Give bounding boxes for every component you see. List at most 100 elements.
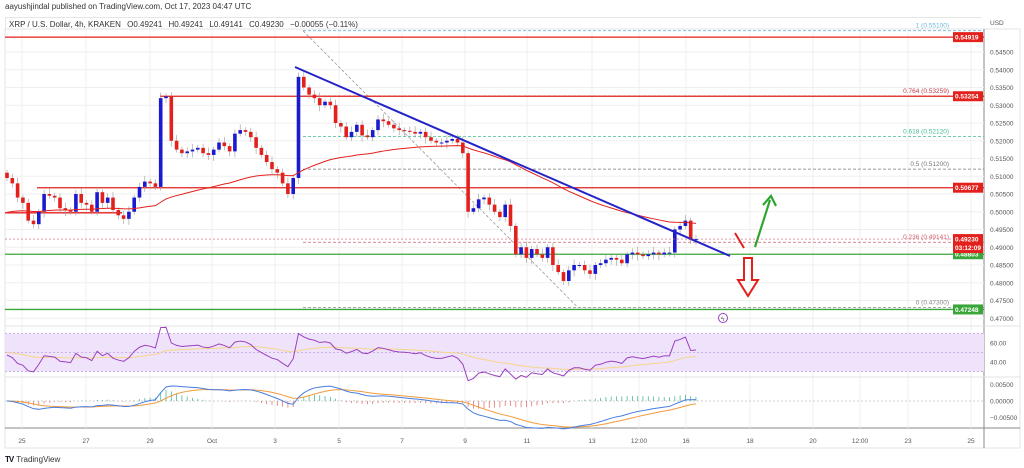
price-axis-label: 0.52000 [990, 138, 1014, 145]
candle-up [577, 265, 582, 266]
candle-up [673, 229, 677, 253]
price-tag [953, 304, 983, 315]
bar-countdown-label: 03:12:09 [955, 245, 981, 252]
candle-down [15, 183, 20, 198]
candle-up [355, 124, 359, 132]
candle-up [683, 220, 688, 226]
price-axis-label: 0.53500 [990, 85, 1014, 92]
time-axis-label: 3 [273, 438, 277, 445]
symbol-name[interactable]: XRP / U.S. Dollar, 4h, KRAKEN [9, 20, 121, 29]
time-axis-label: Oct [207, 438, 217, 445]
candle-up [42, 194, 46, 212]
candle-down [264, 154, 269, 163]
candle-up [630, 252, 635, 255]
candle-down [249, 131, 253, 138]
descending-trendline [294, 66, 731, 257]
candle-up [598, 263, 603, 265]
candle-up [211, 149, 216, 155]
candle-down [10, 178, 15, 184]
time-axis-label: 13 [588, 438, 596, 445]
candle-up [296, 76, 301, 179]
candle-up [529, 249, 534, 258]
candle-down [360, 124, 364, 136]
candle-down [63, 208, 68, 210]
candle-down [111, 197, 115, 210]
candle-up [482, 197, 486, 200]
rsi-line [6, 326, 697, 382]
candle-down [58, 197, 62, 209]
candle-down [312, 94, 317, 99]
candle-down [328, 101, 333, 106]
candle-up [185, 151, 189, 154]
price-axis-label: 0.47000 [990, 316, 1014, 323]
price-axis-label: 0.50500 [990, 192, 1014, 199]
ohlc-high: H0.49241 [168, 20, 204, 29]
candle-down [174, 140, 179, 150]
tradingview-logo-icon: TV [5, 455, 14, 464]
candle-down [466, 153, 470, 212]
candle-down [588, 270, 592, 274]
candle-up [572, 265, 576, 271]
candle-up [95, 192, 99, 212]
candle-down [455, 138, 460, 143]
price-tag-label: 0.53254 [955, 94, 979, 101]
candle-down [227, 146, 232, 152]
fib-level-label: 0.236 (0.49141) [903, 234, 949, 241]
candle-up [238, 130, 242, 134]
candle-down [392, 124, 396, 129]
candle-down [365, 135, 370, 138]
price-axis-label: 0.49500 [990, 227, 1014, 234]
candle-up [349, 131, 354, 138]
candle-up [127, 211, 131, 219]
candle-down [169, 96, 174, 141]
current-price-tag [953, 234, 983, 254]
lightning-icon [718, 313, 728, 323]
candle-down [259, 147, 264, 155]
price-axis-label: 0.50000 [990, 209, 1014, 216]
candle-down [31, 220, 36, 225]
time-axis-label: 16 [682, 438, 690, 445]
candle-up [519, 247, 523, 255]
time-axis-label: 11 [524, 438, 531, 445]
time-axis-label: 7 [400, 438, 404, 445]
macd-axis-label: 0.00000 [990, 399, 1014, 406]
candle-up [609, 257, 613, 260]
publisher-line: aayushjindal published on TradingView.co… [5, 2, 252, 11]
time-axis-label: 12:00 [631, 438, 648, 445]
candle-down [116, 209, 121, 216]
time-axis-label: 29 [146, 438, 154, 445]
candle-down [222, 142, 227, 147]
down-arrow-icon [736, 257, 760, 298]
candle-up [651, 252, 656, 255]
candle-down [5, 172, 9, 179]
tradingview-branding: TV TradingView [5, 455, 60, 464]
candle-down [492, 204, 497, 212]
candle-down [344, 126, 348, 138]
time-axis-label: 12:00 [852, 438, 869, 445]
candle-down [397, 128, 401, 131]
candle-down [148, 181, 152, 184]
candle-up [678, 225, 682, 230]
candle-down [243, 130, 248, 132]
candle-up [667, 252, 672, 254]
candle-down [307, 87, 311, 95]
price-axis-label: 0.51500 [990, 156, 1014, 163]
candle-down [434, 140, 439, 143]
candle-up [418, 131, 423, 134]
candle-down [339, 123, 343, 127]
macd-axis-label: 0.00500 [990, 382, 1014, 389]
candle-down [153, 183, 158, 187]
time-axis-label: 23 [904, 438, 912, 445]
currency-label: USD [990, 20, 1004, 27]
ohlc-close: C0.49230 [249, 20, 284, 29]
price-tag [953, 32, 983, 43]
candle-down [275, 169, 280, 173]
time-axis-label: 20 [809, 438, 817, 445]
rsi-axis-label: 40.00 [990, 360, 1007, 367]
candle-down [657, 252, 661, 255]
price-axis-label: 0.54000 [990, 67, 1014, 74]
rsi-ma-line [6, 346, 697, 370]
candle-down [79, 194, 83, 203]
candle-up [567, 270, 571, 281]
